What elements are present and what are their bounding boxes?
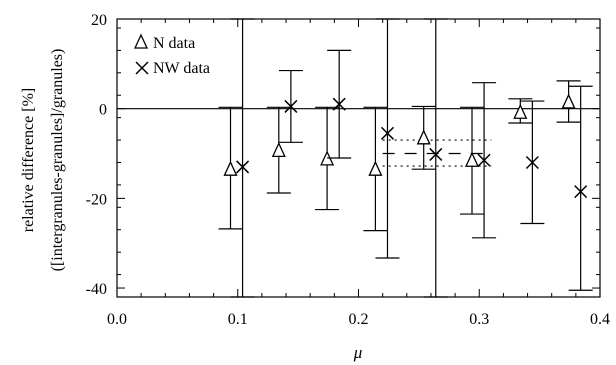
nw-data-x-point [429, 147, 443, 161]
axes: 0.0 0.1 0.2 0.3 0.4 20 0 -20 -40 [86, 12, 610, 328]
nw-data-x-point [525, 155, 539, 170]
legend-label-n-data: N data [153, 35, 195, 52]
n-data-triangle-point [368, 160, 383, 176]
n-data-triangle-point [271, 141, 286, 158]
y-axis-label-line2: ([intergranules-granules]/granules) [49, 49, 66, 272]
x-tick-label: 0.2 [349, 311, 369, 328]
y-tick-label: -40 [86, 281, 107, 298]
x-tick-label: 0.3 [469, 311, 489, 328]
nw-data-x-point [284, 99, 298, 113]
legend: N data NW data [133, 33, 210, 77]
nw-data-x-point [332, 97, 346, 111]
legend-x-marker-b [135, 61, 149, 75]
y-tick-label: -20 [86, 191, 107, 208]
x-axis-label: μ [353, 343, 363, 362]
nw-data-x-point [574, 185, 588, 199]
nw-data-x-point [477, 153, 491, 167]
n-data-triangle-point [561, 93, 576, 109]
y-tick-label: 0 [99, 102, 107, 119]
nw-data-x-point [236, 160, 250, 174]
n-data-triangle-point [223, 160, 238, 176]
n-data-triangle-point [464, 151, 480, 167]
x-tick-label: 0.0 [107, 311, 127, 328]
legend-triangle-marker [133, 33, 149, 49]
marks [218, 18, 593, 298]
nw-data-x-point [380, 126, 395, 140]
n-data-triangle-point [513, 103, 528, 119]
n-data-triangle-point [416, 129, 431, 145]
y-tick-label: 20 [91, 12, 107, 29]
y-axis-label-line1: relative difference [%] [20, 88, 37, 233]
legend-label-nw-data: NW data [153, 60, 210, 77]
x-tick-label: 0.4 [590, 311, 610, 328]
x-tick-label: 0.1 [228, 311, 248, 328]
